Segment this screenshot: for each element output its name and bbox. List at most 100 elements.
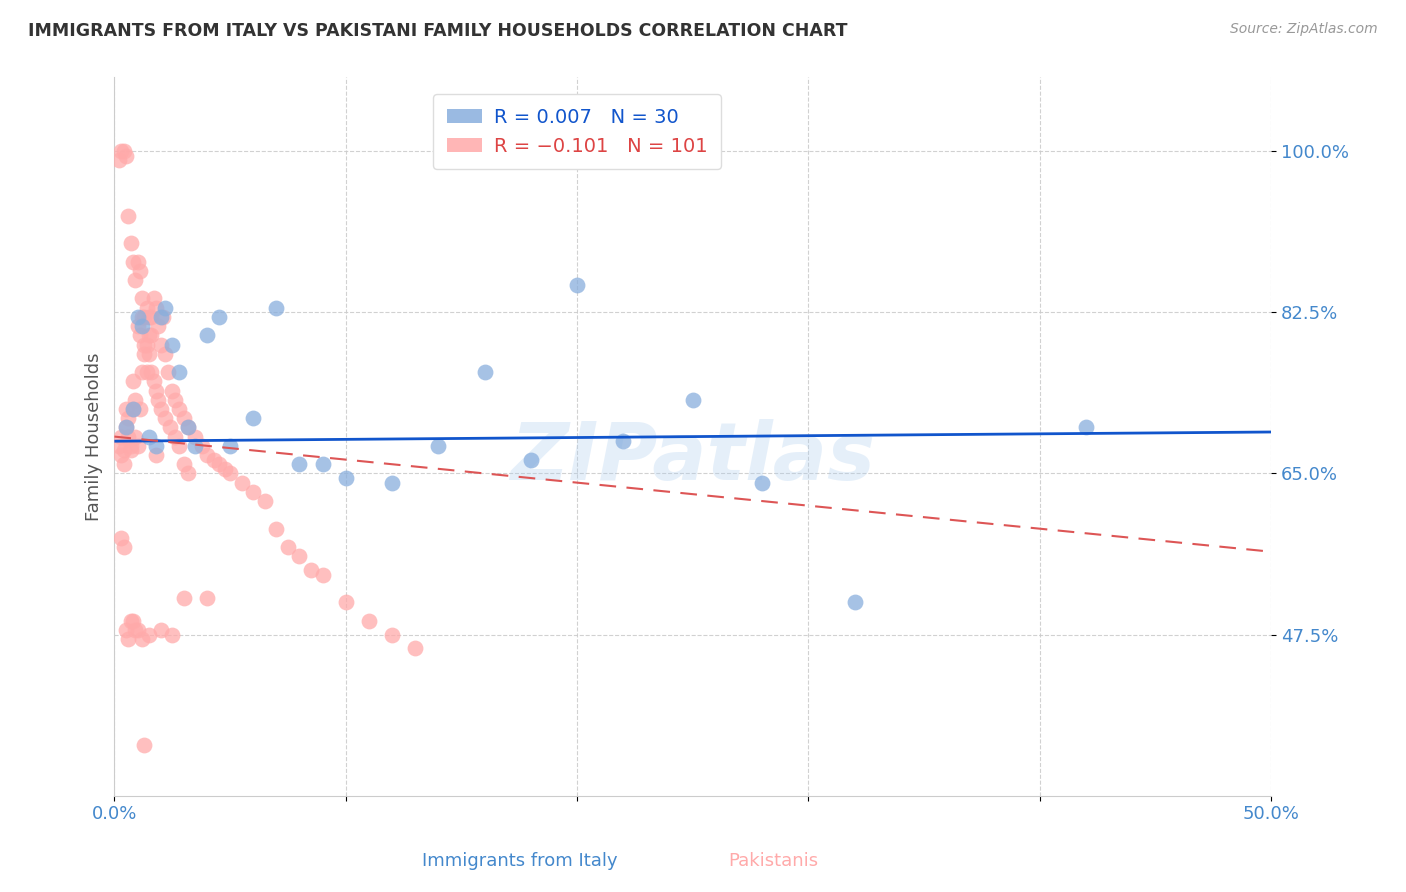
Point <box>138 627 160 641</box>
Point <box>124 623 146 637</box>
Point <box>299 563 322 577</box>
Point <box>117 429 139 443</box>
Point <box>266 522 288 536</box>
Point <box>120 236 142 251</box>
Point <box>131 632 153 647</box>
Point <box>122 401 145 416</box>
Point <box>124 429 146 443</box>
Point <box>159 420 181 434</box>
Point <box>115 623 138 637</box>
Point <box>142 375 165 389</box>
Point <box>120 439 142 453</box>
Point <box>138 347 160 361</box>
Point <box>124 273 146 287</box>
Point <box>242 411 264 425</box>
Point <box>134 347 156 361</box>
Point <box>612 434 634 449</box>
Point <box>288 549 311 564</box>
Point <box>122 254 145 268</box>
Point <box>115 420 138 434</box>
Point <box>381 475 404 490</box>
Point <box>844 595 866 609</box>
Point <box>112 457 135 471</box>
Point <box>115 401 138 416</box>
Point <box>202 452 225 467</box>
Point <box>135 337 157 351</box>
Point <box>149 337 172 351</box>
Point <box>155 347 177 361</box>
Point <box>311 457 333 471</box>
Point <box>127 310 149 324</box>
Point <box>167 401 190 416</box>
Point <box>195 591 218 605</box>
Point <box>751 475 773 490</box>
Point <box>184 429 207 443</box>
Point <box>152 310 174 324</box>
Point <box>127 319 149 334</box>
Point <box>134 337 156 351</box>
Point <box>357 614 380 628</box>
Point <box>108 439 131 453</box>
Point <box>128 401 150 416</box>
Point <box>148 319 170 334</box>
Point <box>134 738 156 752</box>
Point <box>163 392 186 407</box>
Point <box>135 365 157 379</box>
Text: IMMIGRANTS FROM ITALY VS PAKISTANI FAMILY HOUSEHOLDS CORRELATION CHART: IMMIGRANTS FROM ITALY VS PAKISTANI FAMIL… <box>28 22 848 40</box>
Text: Immigrants from Italy: Immigrants from Italy <box>422 852 619 870</box>
Y-axis label: Family Households: Family Households <box>86 352 103 521</box>
Point <box>127 439 149 453</box>
Point <box>141 328 163 343</box>
Point <box>110 429 132 443</box>
Point <box>138 328 160 343</box>
Point <box>131 365 153 379</box>
Point <box>173 411 195 425</box>
Point <box>131 319 153 334</box>
Point <box>565 277 588 292</box>
Point <box>115 420 138 434</box>
Point <box>122 614 145 628</box>
Point <box>184 439 207 453</box>
Point <box>131 292 153 306</box>
Point <box>145 439 167 453</box>
Point <box>122 375 145 389</box>
Point <box>195 448 218 462</box>
Point <box>253 494 276 508</box>
Point <box>155 301 177 315</box>
Point <box>117 632 139 647</box>
Point <box>110 448 132 462</box>
Point <box>122 401 145 416</box>
Point <box>288 457 311 471</box>
Point <box>138 310 160 324</box>
Point <box>177 467 200 481</box>
Point <box>242 484 264 499</box>
Point <box>167 365 190 379</box>
Point <box>128 264 150 278</box>
Point <box>117 209 139 223</box>
Point <box>141 365 163 379</box>
Point <box>138 429 160 443</box>
Point <box>149 623 172 637</box>
Text: Pakistanis: Pakistanis <box>728 852 818 870</box>
Point <box>231 475 253 490</box>
Point <box>266 301 288 315</box>
Point <box>112 443 135 458</box>
Point <box>207 310 229 324</box>
Point <box>112 144 135 158</box>
Point <box>173 457 195 471</box>
Point <box>219 439 242 453</box>
Point <box>682 392 704 407</box>
Legend: R = 0.007   N = 30, R = −0.101   N = 101: R = 0.007 N = 30, R = −0.101 N = 101 <box>433 95 721 169</box>
Point <box>162 384 184 398</box>
Point <box>145 448 167 462</box>
Point <box>112 540 135 554</box>
Point <box>142 292 165 306</box>
Point <box>110 531 132 545</box>
Point <box>141 310 163 324</box>
Point <box>177 420 200 434</box>
Point <box>404 641 426 656</box>
Point <box>115 149 138 163</box>
Point <box>381 627 404 641</box>
Point <box>277 540 299 554</box>
Point <box>163 429 186 443</box>
